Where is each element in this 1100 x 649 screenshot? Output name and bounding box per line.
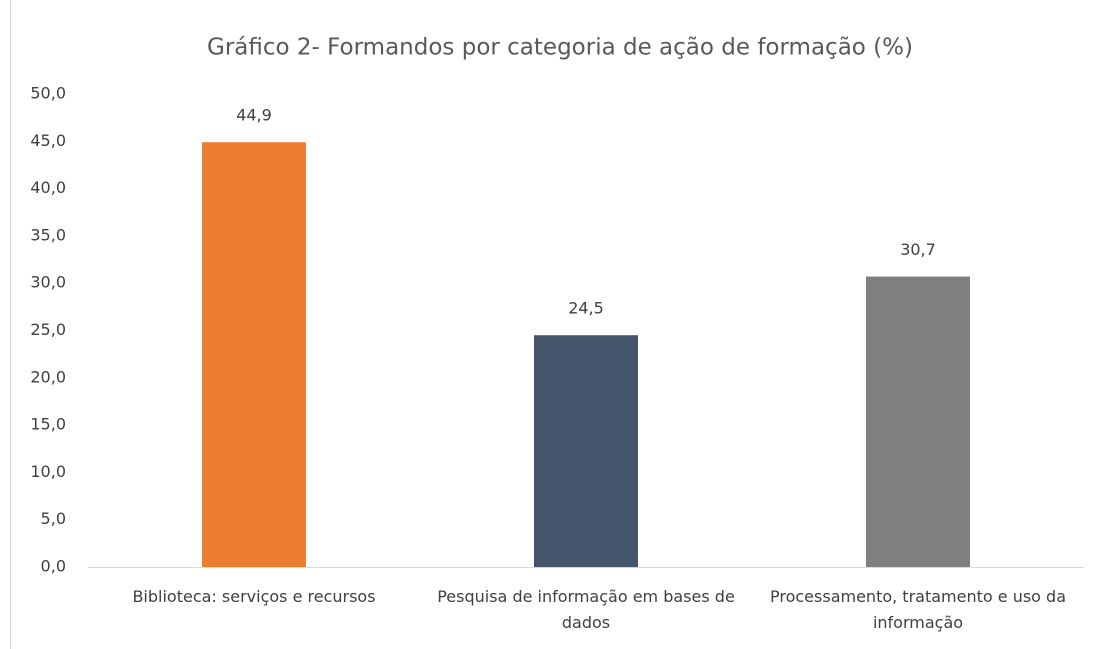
x-tick-label: Biblioteca: serviços e recursos: [132, 587, 376, 606]
data-label: 44,9: [236, 106, 272, 125]
chart-title: Gráfico 2- Formandos por categoria de aç…: [207, 35, 913, 61]
y-tick-label: 40,0: [30, 178, 66, 197]
y-tick-label: 0,0: [41, 557, 66, 576]
y-tick-label: 35,0: [30, 225, 66, 244]
y-tick-label: 25,0: [30, 320, 66, 339]
y-tick-label: 50,0: [30, 84, 66, 103]
data-label: 24,5: [568, 299, 604, 318]
y-tick-label: 5,0: [41, 509, 66, 528]
data-label: 30,7: [900, 240, 936, 259]
bar: [866, 276, 970, 567]
x-tick-label: Processamento, tratamento e uso da infor…: [770, 587, 1066, 632]
bar: [202, 142, 306, 567]
chart-border: [10, 0, 11, 649]
y-tick-label: 10,0: [30, 462, 66, 481]
y-tick-label: 15,0: [30, 415, 66, 434]
y-tick-label: 20,0: [30, 367, 66, 386]
bar: [534, 335, 638, 567]
x-tick-label: Pesquisa de informação em bases de dados: [437, 587, 735, 632]
y-tick-label: 45,0: [30, 131, 66, 150]
y-tick-label: 30,0: [30, 273, 66, 292]
